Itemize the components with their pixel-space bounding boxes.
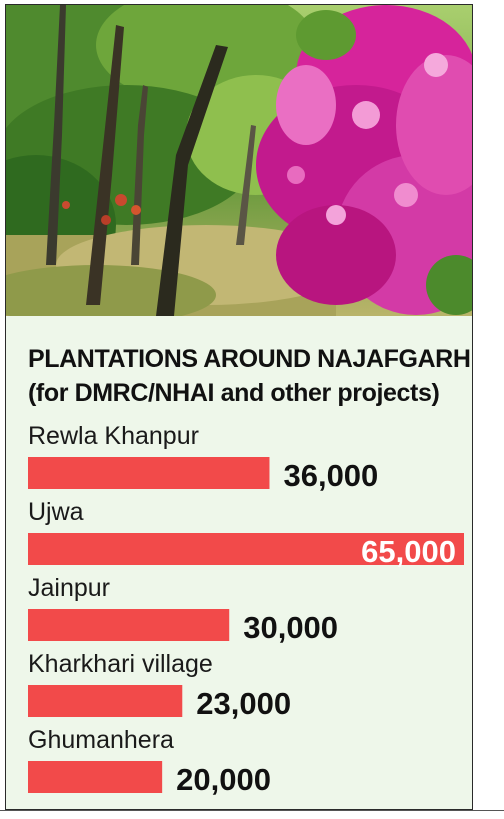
chart-panel: PLANTATIONS AROUND NAJAFGARH (for DMRC/N… — [6, 316, 472, 809]
chart-title-block: PLANTATIONS AROUND NAJAFGARH (for DMRC/N… — [28, 342, 471, 410]
value-label: 30,000 — [243, 610, 338, 645]
category-label: Kharkhari village — [28, 650, 213, 678]
category-label: Rewla Khanpur — [28, 424, 199, 450]
bar — [28, 685, 183, 717]
bottom-rule — [0, 810, 504, 811]
plantation-photo-image — [6, 5, 472, 316]
bar — [28, 761, 163, 793]
bar — [28, 457, 270, 489]
bar-group: Jainpur 30,000 — [28, 574, 338, 645]
value-label: 36,000 — [283, 458, 378, 493]
chart-subtitle: (for DMRC/NHAI and other projects) — [28, 379, 440, 407]
value-label: 20,000 — [176, 762, 271, 797]
bar-chart: Rewla Khanpur 36,000 Ujwa 65,000 Jainpur 30,0… — [28, 424, 464, 797]
bar-group: Ujwa 65,000 — [28, 498, 464, 569]
bar-group: Rewla Khanpur 36,000 — [28, 424, 378, 493]
category-label: Ujwa — [28, 498, 84, 526]
bar-group: Kharkhari village 23,000 — [28, 650, 291, 721]
infographic-card: PLANTATIONS AROUND NAJAFGARH (for DMRC/N… — [5, 4, 473, 810]
category-label: Jainpur — [28, 574, 110, 602]
value-label: 65,000 — [361, 534, 456, 569]
bar — [28, 533, 464, 565]
chart-title: PLANTATIONS AROUND NAJAFGARH — [28, 345, 471, 373]
plantation-photo — [6, 5, 472, 316]
value-label: 23,000 — [196, 686, 291, 721]
category-label: Ghumanhera — [28, 726, 174, 754]
bar — [28, 609, 230, 641]
